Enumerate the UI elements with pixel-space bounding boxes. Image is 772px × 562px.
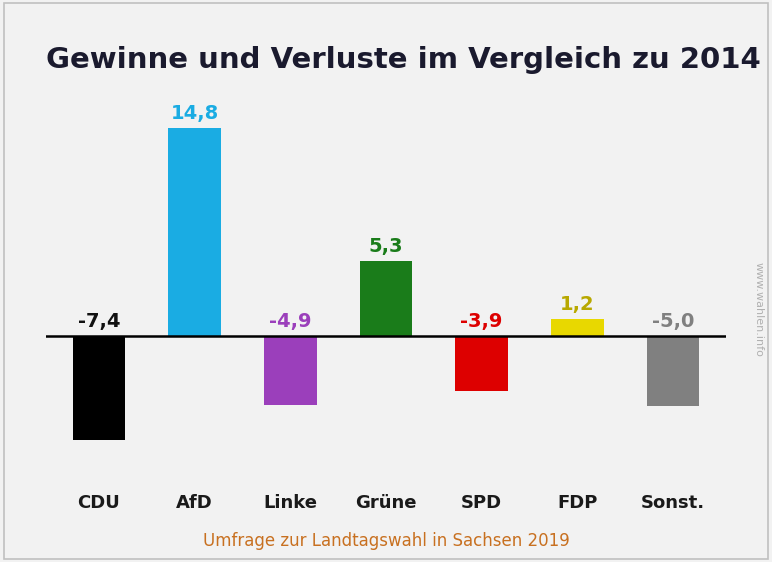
- Bar: [73, 336, 125, 439]
- Text: -7,4: -7,4: [78, 312, 120, 331]
- Text: 14,8: 14,8: [171, 104, 218, 123]
- Bar: [360, 261, 412, 336]
- Bar: [168, 128, 221, 336]
- Text: -4,9: -4,9: [269, 312, 312, 331]
- Bar: [551, 319, 604, 336]
- Text: 5,3: 5,3: [369, 237, 403, 256]
- Bar: [455, 336, 508, 391]
- Text: Gewinne und Verluste im Vergleich zu 2014: Gewinne und Verluste im Vergleich zu 201…: [46, 46, 761, 74]
- Bar: [647, 336, 699, 406]
- Text: Umfrage zur Landtagswahl in Sachsen 2019: Umfrage zur Landtagswahl in Sachsen 2019: [202, 532, 570, 550]
- Text: -3,9: -3,9: [460, 312, 503, 331]
- Text: 1,2: 1,2: [560, 295, 594, 314]
- Text: www.wahlen.info: www.wahlen.info: [753, 262, 763, 356]
- Text: -5,0: -5,0: [652, 312, 694, 331]
- Bar: [264, 336, 317, 405]
